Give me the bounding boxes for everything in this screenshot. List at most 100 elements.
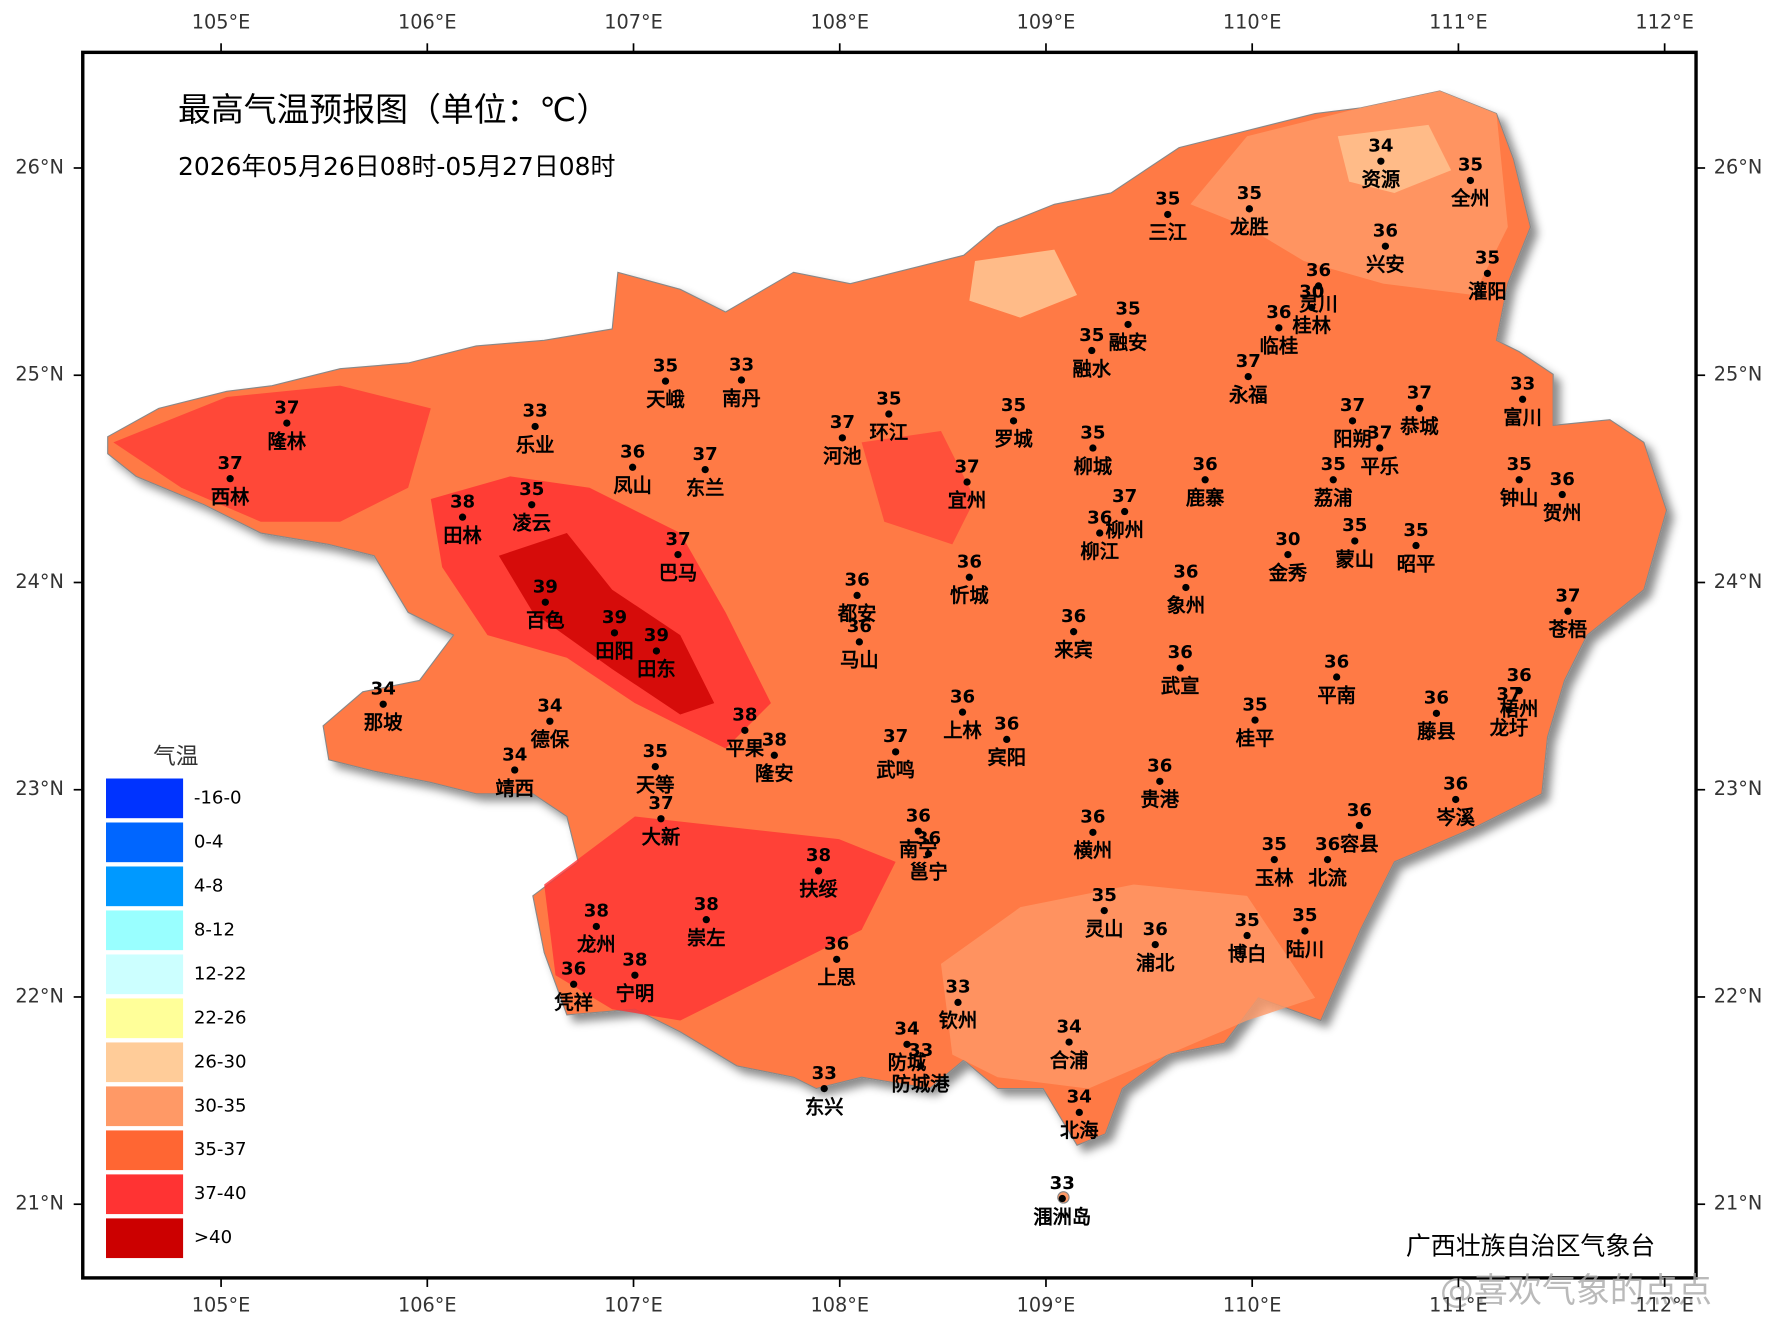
- station-dot: [1564, 607, 1572, 615]
- lon-label: 107°E: [604, 1294, 663, 1317]
- station-value: 36: [844, 570, 869, 591]
- legend-label: >40: [194, 1227, 232, 1248]
- station-value: 38: [762, 730, 787, 751]
- station-value: 39: [644, 625, 669, 646]
- station-name: 资源: [1362, 168, 1401, 191]
- station-name: 罗城: [994, 428, 1033, 451]
- station-name: 武宣: [1161, 675, 1200, 698]
- station-value: 37: [1340, 395, 1365, 416]
- station-dot: [226, 475, 234, 483]
- station-dot: [1515, 687, 1523, 695]
- station-dot: [546, 717, 554, 725]
- lon-label: 109°E: [1017, 10, 1076, 33]
- station-dot: [737, 376, 746, 384]
- lat-label: 23°N: [1714, 777, 1763, 800]
- station-name: 大新: [642, 826, 681, 849]
- station-dot: [1515, 476, 1523, 484]
- station-dot: [1381, 242, 1390, 250]
- lat-label: 25°N: [1714, 363, 1763, 386]
- station-value: 36: [1193, 454, 1218, 475]
- lon-label: 111°E: [1429, 1294, 1488, 1317]
- lon-label: 111°E: [1429, 10, 1488, 33]
- station-dot: [1376, 444, 1384, 452]
- station-dot: [885, 410, 893, 418]
- station-dot: [1308, 303, 1316, 312]
- station-name: 田林: [443, 524, 482, 547]
- station-value: 35: [1234, 910, 1259, 931]
- station-value: 34: [502, 744, 527, 765]
- station-dot: [701, 465, 709, 474]
- station-dot: [541, 598, 549, 606]
- station-dot: [1351, 537, 1359, 545]
- station-value: 33: [1050, 1173, 1075, 1194]
- station-dot: [741, 726, 749, 734]
- station-value: 35: [1262, 834, 1287, 855]
- station-value: 35: [1321, 454, 1346, 475]
- legend: 气温 -16-0 0-4 4-8 8-12 12-22 22-26 26-30 30-35 35-…: [104, 744, 247, 1260]
- station-value: 34: [371, 679, 396, 700]
- station-name: 田东: [637, 658, 676, 681]
- station-dot: [1412, 541, 1420, 550]
- lon-label: 106°E: [398, 10, 457, 33]
- station-value: 36: [847, 616, 872, 637]
- station-dot: [1415, 404, 1424, 412]
- station-name: 宜州: [948, 489, 987, 512]
- station-name: 凌云: [512, 511, 551, 534]
- station-name: 上林: [943, 719, 982, 742]
- station-dot: [1244, 372, 1252, 381]
- station-name: 凤山: [613, 474, 652, 497]
- legend-label: 26-30: [194, 1051, 247, 1072]
- station-value: 36: [561, 959, 586, 980]
- station-value: 35: [1342, 515, 1367, 536]
- station-name: 临桂: [1260, 335, 1299, 358]
- station-value: 36: [906, 805, 931, 826]
- station-dot: [770, 751, 778, 759]
- station-dot: [1201, 476, 1209, 484]
- station-name: 金秀: [1268, 561, 1308, 584]
- station-dot: [1151, 940, 1159, 949]
- station-dot: [1323, 855, 1332, 864]
- station-value: 36: [1347, 800, 1372, 821]
- station-value: 35: [1292, 905, 1317, 926]
- station-value: 35: [643, 741, 668, 762]
- station-value: 36: [1266, 302, 1291, 323]
- station-value: 37: [883, 726, 908, 747]
- station-name: 岑溪: [1435, 806, 1475, 829]
- lat-label: 25°N: [15, 363, 64, 386]
- station-name: 邕宁: [909, 861, 948, 884]
- station-value: 36: [1147, 756, 1172, 777]
- lon-label: 108°E: [810, 10, 869, 33]
- station-dot: [1088, 346, 1096, 355]
- station-name: 防城: [888, 1051, 927, 1074]
- station-name: 浦北: [1136, 951, 1175, 974]
- station-dot: [570, 980, 578, 988]
- station-value: 36: [824, 934, 849, 955]
- station-dot: [1182, 583, 1190, 592]
- station-value: 33: [729, 354, 754, 375]
- station-value: 34: [1368, 135, 1393, 156]
- station-dot: [1096, 529, 1104, 537]
- station-name: 博白: [1228, 942, 1267, 965]
- station-value: 35: [1001, 395, 1026, 416]
- station-name: 贺州: [1542, 501, 1582, 524]
- station-dot: [1355, 821, 1363, 830]
- station-dot: [628, 463, 637, 471]
- station-dot: [379, 700, 387, 708]
- station-dot: [1348, 417, 1357, 425]
- legend-label: 22-26: [194, 1007, 247, 1028]
- station-value: 36: [1080, 807, 1105, 828]
- station-value: 36: [1087, 507, 1112, 528]
- station-name: 乐业: [516, 433, 555, 456]
- legend-swatch: [104, 1217, 185, 1260]
- lat-label: 21°N: [1714, 1192, 1763, 1215]
- legend-label: 30-35: [194, 1095, 247, 1116]
- lon-label: 112°E: [1635, 1294, 1694, 1317]
- station-value: 37: [1236, 351, 1261, 372]
- station-value: 37: [1407, 383, 1432, 404]
- station-name: 灌阳: [1468, 280, 1507, 303]
- station-name: 上思: [817, 966, 856, 989]
- station-dot: [1100, 906, 1108, 915]
- station-dot: [954, 998, 962, 1007]
